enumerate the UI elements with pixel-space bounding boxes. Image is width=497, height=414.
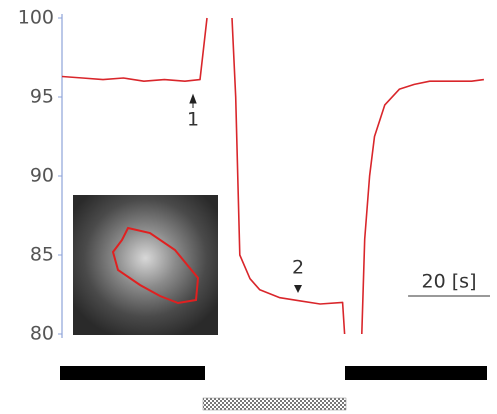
annotation: 1	[187, 109, 199, 131]
marker-arrow	[294, 285, 302, 293]
y-tick-label: 95	[30, 86, 54, 108]
marker-arrow	[189, 93, 197, 108]
y-tick-label: 80	[30, 323, 54, 345]
stimulus-bar	[60, 366, 205, 380]
y-tick-label: 100	[18, 7, 54, 29]
scale-bar-label: 20 [s]	[422, 271, 477, 293]
stimulus-bar-hatched	[202, 397, 347, 411]
annotation: 2	[292, 257, 304, 279]
inset-image	[73, 195, 218, 335]
y-tick-label: 85	[30, 244, 54, 266]
y-tick-label: 90	[30, 165, 54, 187]
stimulus-bar	[345, 366, 487, 380]
micrograph	[73, 195, 218, 335]
trace	[61, 17, 485, 335]
cell-outline	[111, 226, 200, 305]
